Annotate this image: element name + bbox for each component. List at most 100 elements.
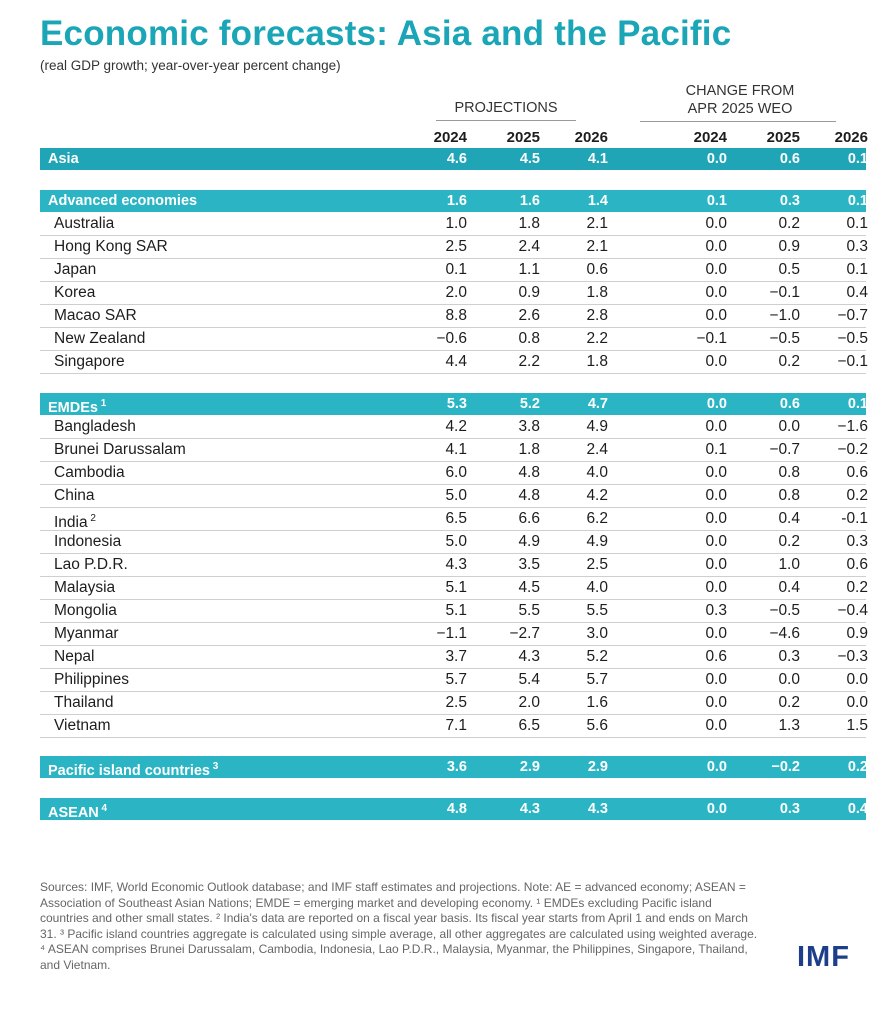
row-label: Asia [48,148,79,170]
value-cell: 2.1 [586,215,608,232]
value-cell: 2.8 [586,307,608,324]
value-cell: −1.6 [837,418,868,435]
value-cell: 0.0 [705,215,727,232]
footnote: Sources: IMF, World Economic Outlook dat… [40,880,758,972]
row-label-text: Indonesia [54,533,122,550]
row-label: India 2 [54,508,96,531]
value-cell: 0.0 [778,671,800,688]
value-cell: 3.0 [586,625,608,642]
value-cell: 0.6 [779,396,800,412]
value-cell: 0.0 [706,801,727,817]
value-cell: 0.1 [847,193,868,209]
value-cell: 2.6 [518,307,540,324]
value-cell: −0.5 [837,330,868,347]
value-cell: 1.1 [518,261,540,278]
value-cell: 0.0 [705,487,727,504]
value-cell: 2.4 [518,238,540,255]
value-cell: 4.7 [587,396,608,412]
value-cell: 0.8 [778,487,800,504]
value-cell: 3.5 [518,556,540,573]
value-cell: 5.5 [586,602,608,619]
column-header: 2024 [693,129,727,146]
table-row: Singapore 4.4 2.2 1.8 0.0 0.2 −0.1 [40,351,868,374]
row-label-text: Nepal [54,648,95,665]
value-cell: −0.2 [771,759,800,775]
value-cell: 5.7 [445,671,467,688]
row-label: Indonesia [54,531,121,553]
value-cell: 0.3 [846,533,868,550]
footnote-marker: 3 [209,761,219,772]
value-cell: 0.0 [705,510,727,527]
value-cell: −1.0 [769,307,800,324]
table-row: Philippines 5.7 5.4 5.7 0.0 0.0 0.0 [40,669,868,692]
value-cell: 0.2 [847,759,868,775]
value-cell: 4.3 [519,801,540,817]
value-cell: 7.1 [445,717,467,734]
value-cell: 0.1 [705,441,727,458]
value-cell: 0.6 [846,556,868,573]
value-cell: −0.2 [837,441,868,458]
value-cell: 1.8 [518,441,540,458]
value-cell: 0.2 [778,533,800,550]
row-label-text: Bangladesh [54,418,136,435]
value-cell: 0.0 [705,353,727,370]
value-cell: 0.0 [705,671,727,688]
value-cell: 5.2 [586,648,608,665]
row-label-text: Thailand [54,694,114,711]
change-label: CHANGE FROM APR 2025 WEO [650,82,830,118]
aggregate-row: EMDEs 1 5.3 5.2 4.7 0.0 0.6 0.1 [40,393,868,416]
table-row: Macao SAR 8.8 2.6 2.8 0.0 −1.0 −0.7 [40,305,868,328]
row-label-text: China [54,487,95,504]
value-cell: 2.2 [518,353,540,370]
row-label-text: EMDEs [48,399,98,416]
change-label-line1: CHANGE FROM [685,83,795,99]
value-cell: −0.7 [769,441,800,458]
row-label: Australia [54,213,114,235]
value-cell: 4.3 [445,556,467,573]
value-cell: 0.0 [705,284,727,301]
row-label-text: Hong Kong SAR [54,238,168,255]
row-label-text: Asia [48,151,79,167]
row-label: China [54,485,95,507]
value-cell: 5.4 [518,671,540,688]
row-label-text: Singapore [54,353,125,370]
row-label: Malaysia [54,577,115,599]
row-label: Bangladesh [54,416,136,438]
value-cell: 2.5 [586,556,608,573]
value-cell: 0.9 [778,238,800,255]
table-row: Australia 1.0 1.8 2.1 0.0 0.2 0.1 [40,213,868,236]
row-label: Mongolia [54,600,117,622]
footnote-marker: 4 [98,803,108,814]
row-label-text: Japan [54,261,97,278]
value-cell: 0.0 [705,464,727,481]
value-cell: -0.1 [841,510,868,527]
value-cell: 1.3 [778,717,800,734]
value-cell: 4.8 [518,487,540,504]
value-cell: 3.8 [518,418,540,435]
projections-label: PROJECTIONS [454,100,558,116]
value-cell: 0.6 [705,648,727,665]
value-cell: −0.1 [696,330,727,347]
column-header: 2026 [574,129,608,146]
table-row: Myanmar −1.1 −2.7 3.0 0.0 −4.6 0.9 [40,623,868,646]
table-row: Japan 0.1 1.1 0.6 0.0 0.5 0.1 [40,259,868,282]
value-cell: 0.1 [706,193,727,209]
row-label: Macao SAR [54,305,137,327]
aggregate-row: Advanced economies 1.6 1.6 1.4 0.1 0.3 0.1 [40,190,868,212]
value-cell: 0.1 [847,396,868,412]
value-cell: 2.0 [518,694,540,711]
row-label: Singapore [54,351,125,373]
value-cell: 1.0 [445,215,467,232]
value-cell: 6.5 [518,717,540,734]
column-header: 2025 [766,129,800,146]
table-row: Brunei Darussalam 4.1 1.8 2.4 0.1 −0.7 −0.2 [40,439,868,462]
value-cell: 4.2 [445,418,467,435]
row-label: Vietnam [54,715,111,737]
table-row: Thailand 2.5 2.0 1.6 0.0 0.2 0.0 [40,692,868,715]
aggregate-row: ASEAN 4 4.8 4.3 4.3 0.0 0.3 0.4 [40,798,868,821]
row-label: Brunei Darussalam [54,439,186,461]
table-row: Vietnam 7.1 6.5 5.6 0.0 1.3 1.5 [40,715,868,738]
value-cell: 0.0 [705,418,727,435]
value-cell: 0.4 [846,284,868,301]
value-cell: 0.9 [518,284,540,301]
